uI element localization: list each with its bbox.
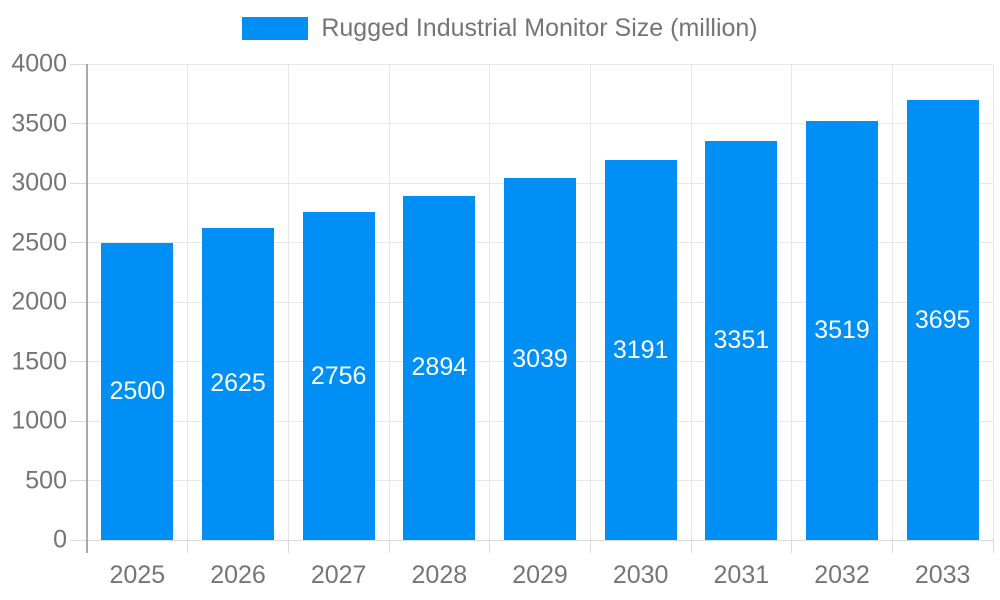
- gridline-vertical: [690, 64, 692, 540]
- bar[interactable]: 2756: [302, 212, 375, 540]
- x-axis-tick: [187, 540, 189, 553]
- y-axis-tick: [70, 539, 87, 541]
- x-axis-tick-label: 2030: [612, 561, 669, 589]
- y-axis-tick: [70, 242, 87, 243]
- x-axis-tick-label: 2033: [914, 561, 971, 589]
- bar-value-label: 3039: [512, 344, 568, 373]
- gridline-vertical: [187, 64, 189, 540]
- legend-label: Rugged Industrial Monitor Size (million): [321, 14, 758, 42]
- bar[interactable]: 3039: [504, 178, 576, 540]
- x-axis-tick-label: 2026: [210, 561, 266, 589]
- x-axis-tick-label: 2032: [814, 561, 870, 589]
- legend-swatch-icon: [242, 17, 309, 40]
- x-axis-tick: [287, 540, 289, 553]
- gridline-horizontal: [87, 63, 993, 65]
- x-axis-tick: [489, 540, 491, 553]
- legend[interactable]: Rugged Industrial Monitor Size (million): [0, 14, 1000, 43]
- y-axis-tick-label: 2000: [11, 287, 67, 316]
- bar[interactable]: 3695: [906, 100, 979, 540]
- bar[interactable]: 3191: [604, 160, 677, 540]
- bar[interactable]: 3351: [705, 141, 778, 540]
- x-axis-tick-label: 2031: [713, 561, 770, 589]
- y-axis-tick: [70, 361, 87, 362]
- y-axis-tick-label: 1000: [11, 406, 67, 435]
- x-axis-tick: [891, 540, 893, 553]
- bar[interactable]: 2625: [202, 227, 274, 540]
- y-axis-tick: [70, 63, 87, 65]
- y-axis-tick: [70, 301, 87, 303]
- gridline-vertical: [589, 64, 591, 540]
- x-axis-tick-label: 2027: [310, 561, 367, 589]
- x-axis-line: [87, 539, 993, 541]
- y-axis-tick-label: 2500: [11, 228, 67, 256]
- x-axis-tick: [791, 540, 793, 553]
- bar-value-label: 2756: [310, 361, 367, 390]
- x-axis-tick: [589, 540, 591, 553]
- gridline-vertical: [791, 64, 793, 540]
- y-axis-tick-label: 500: [25, 466, 67, 494]
- y-axis-tick-label: 1500: [11, 347, 67, 375]
- gridline-horizontal: [87, 123, 993, 124]
- y-axis-tick-label: 3000: [11, 168, 67, 197]
- y-axis-line: [86, 64, 88, 553]
- y-axis-tick-label: 3500: [11, 109, 67, 137]
- x-axis-tick: [992, 540, 994, 553]
- gridline-vertical: [992, 64, 994, 540]
- gridline-vertical: [388, 64, 390, 540]
- x-axis-tick: [388, 540, 390, 553]
- x-axis-tick-label: 2025: [109, 561, 166, 589]
- bar-value-label: 2894: [411, 353, 468, 382]
- y-axis-tick-label: 4000: [11, 49, 67, 78]
- y-axis-tick: [70, 123, 87, 124]
- y-axis-tick: [70, 480, 87, 481]
- y-axis-tick: [70, 182, 87, 184]
- gridline-vertical: [489, 64, 491, 540]
- x-axis-tick-label: 2029: [512, 561, 568, 589]
- y-axis-tick: [70, 420, 87, 422]
- gridline-vertical: [891, 64, 893, 540]
- gridline-vertical: [287, 64, 289, 540]
- bar-value-label: 3351: [713, 326, 770, 355]
- bar-value-label: 3695: [914, 305, 971, 334]
- bar-value-label: 2625: [210, 369, 266, 398]
- bar[interactable]: 3519: [806, 121, 878, 540]
- bar[interactable]: 2500: [101, 242, 174, 540]
- bar-value-label: 3191: [612, 335, 669, 364]
- bar-value-label: 2500: [109, 376, 166, 405]
- y-axis-tick-label: 0: [53, 525, 67, 554]
- x-axis-tick-label: 2028: [411, 561, 468, 589]
- x-axis-tick: [690, 540, 692, 553]
- bar[interactable]: 2894: [403, 195, 476, 540]
- bar-value-label: 3519: [814, 316, 870, 345]
